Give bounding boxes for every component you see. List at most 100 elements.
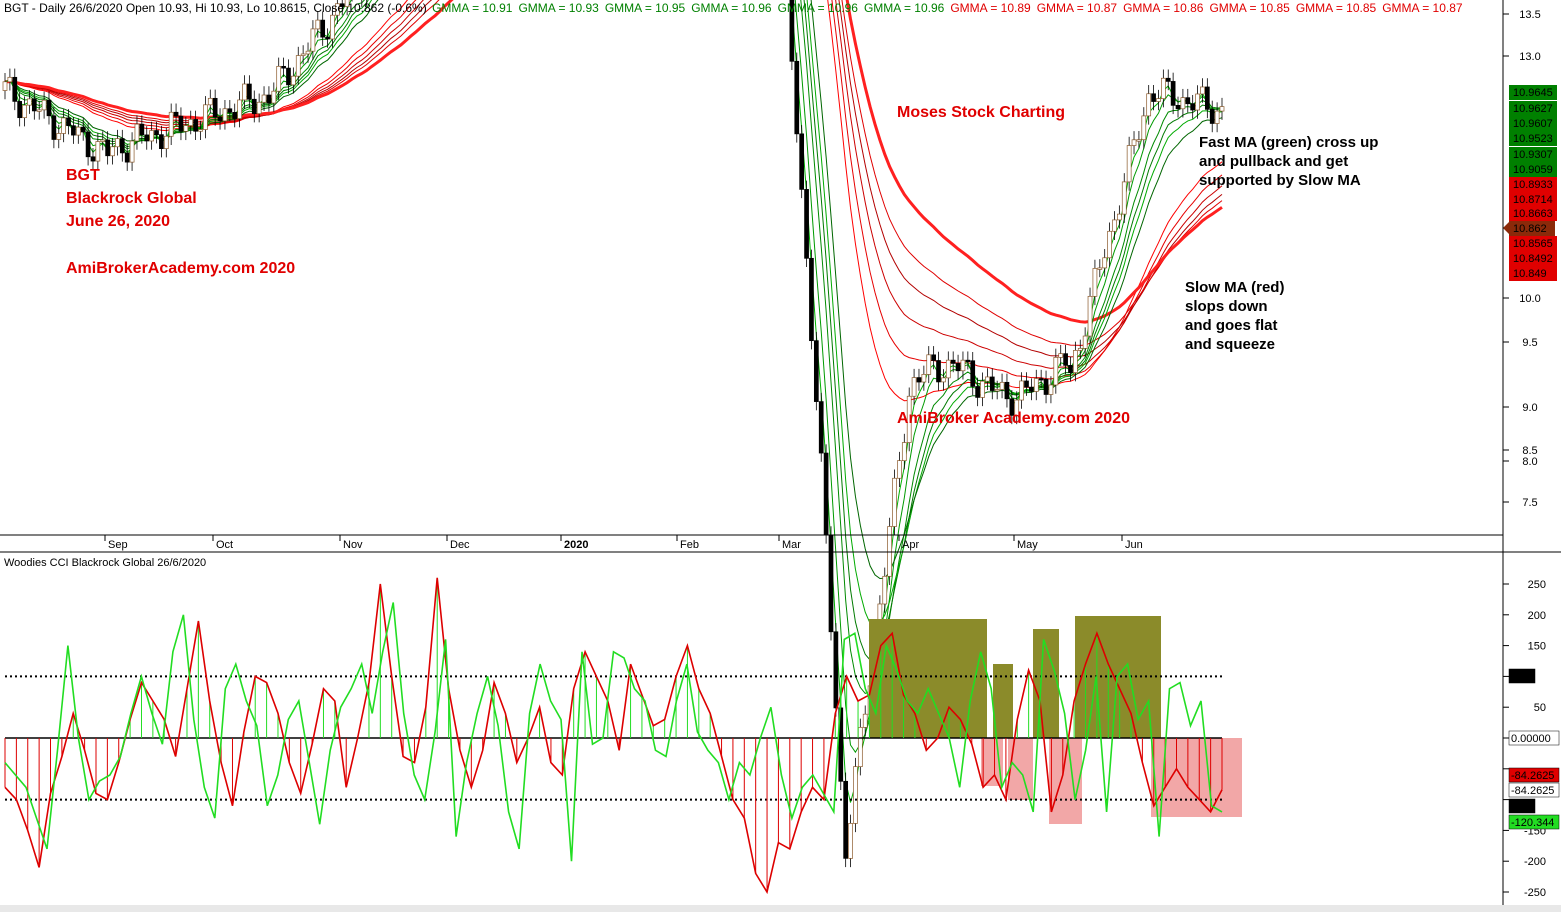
candle-body	[1219, 106, 1225, 112]
ann-fast-ma-3: supported by Slow MA	[1199, 172, 1361, 189]
candle-body	[1165, 77, 1171, 82]
candle-body	[1077, 348, 1083, 351]
candle-body	[188, 119, 194, 126]
fast-ma-line	[4, 0, 1223, 580]
slow-ma-line	[4, 0, 1223, 324]
date-label: May	[1017, 539, 1038, 551]
cci-label: -84.2625	[1511, 770, 1554, 782]
candle-body	[833, 631, 839, 709]
ann-date: June 26, 2020	[66, 213, 170, 230]
candle-body	[1190, 103, 1196, 111]
chart-header: BGT - Daily 26/6/2020 Open 10.93, Hi 10.…	[4, 1, 1463, 15]
price-tick-label: 13.0	[1519, 51, 1540, 63]
candle-body	[51, 115, 57, 140]
sheet-tab-strip[interactable]	[0, 905, 1561, 912]
candle-body	[300, 53, 306, 56]
candle-body	[1033, 378, 1039, 392]
candle-body	[168, 111, 174, 137]
gmma-value: GMMA = 10.87	[1382, 1, 1463, 15]
candle-body	[56, 133, 62, 140]
cci-line-slow	[4, 577, 1223, 895]
candle-body	[1156, 98, 1161, 102]
price-label: 10.8492	[1513, 253, 1553, 265]
candle-body	[1019, 380, 1024, 401]
price-tick-label: 8.0	[1522, 456, 1537, 468]
candle-body	[124, 152, 130, 163]
cci-bear-zone	[1008, 738, 1033, 800]
date-label: Feb	[680, 539, 699, 551]
price-label-bg	[1509, 116, 1557, 131]
gmma-value: GMMA = 10.85	[1209, 1, 1290, 15]
candle-body	[1141, 115, 1147, 141]
candle-body	[1102, 257, 1108, 269]
candle-body	[1185, 97, 1191, 105]
price-axis: 13.5 13.0 10.0 9.5 9.0 8.58.0 7.5	[1503, 9, 1541, 509]
candle-body	[789, 0, 795, 62]
price-label: 10.9645	[1513, 87, 1553, 99]
candle-body	[227, 108, 233, 113]
candle-body	[906, 395, 912, 443]
candle-body	[256, 101, 262, 114]
candle-body	[931, 354, 936, 361]
candle-body	[1107, 230, 1112, 259]
ann-slow-ma-2: slops down	[1185, 298, 1268, 315]
fast-ma-line	[4, 0, 1223, 803]
price-label-bg	[1509, 131, 1557, 146]
price-tick-label: 9.5	[1522, 337, 1537, 349]
ann-slow-ma-1: Slow MA (red)	[1185, 279, 1284, 296]
candle-body	[281, 65, 286, 69]
candle-body	[90, 156, 96, 162]
candle-body	[945, 359, 951, 379]
candle-body	[897, 460, 902, 479]
candle-body	[27, 98, 32, 106]
price-plot	[2, 0, 1225, 868]
annotations: BGT Blackrock Global June 26, 2020 AmiBr…	[66, 104, 1378, 427]
candle-body	[853, 766, 858, 824]
cci-bull-zone	[1075, 616, 1161, 738]
cci-tick-label: 250	[1528, 579, 1546, 591]
cci-labels: 100 0.00000 -84.2625 -84.2625 -100 -120.344	[1508, 668, 1560, 830]
candle-body	[799, 133, 805, 190]
candle-body	[66, 117, 71, 127]
candle-body	[975, 386, 980, 398]
ann-slow-ma-3: and goes flat	[1185, 317, 1278, 334]
cci-label: -100	[1511, 801, 1533, 813]
cci-label-bg	[1508, 767, 1560, 783]
price-label-bg	[1509, 266, 1557, 281]
price-label: 10.8714	[1513, 194, 1553, 206]
cci-label-bg	[1508, 798, 1536, 814]
gmma-value: GMMA = 10.91	[432, 1, 513, 15]
candle-body	[1136, 139, 1142, 142]
cci-plot	[4, 577, 1242, 895]
candle-body	[295, 55, 301, 77]
candle-body	[813, 340, 819, 402]
price-label-bg	[1509, 162, 1557, 177]
candle-body	[291, 75, 296, 86]
candle-body	[1073, 350, 1078, 373]
candle-body	[154, 130, 159, 136]
price-label-bg	[1509, 251, 1557, 266]
candle-body	[911, 377, 917, 397]
price-label: 10.9059	[1513, 164, 1553, 176]
candle-body	[212, 97, 218, 118]
cci-tick-label: 150	[1528, 641, 1546, 653]
candle-body	[1200, 86, 1205, 95]
price-label: 10.8663	[1513, 208, 1553, 220]
candle-body	[134, 123, 140, 142]
candle-body	[149, 130, 154, 142]
candle-body	[980, 380, 985, 398]
candle-body	[1204, 86, 1210, 110]
candle-body	[95, 141, 101, 162]
price-label-bg	[1509, 177, 1557, 192]
candle-body	[46, 99, 52, 117]
candle-body	[999, 381, 1005, 390]
candle-body	[1053, 357, 1059, 386]
date-axis: Sep Oct Nov Dec 2020 Feb Mar Apr May Jun	[0, 534, 1503, 551]
candle-body	[17, 101, 23, 119]
ann-fast-ma-1: Fast MA (green) cross up	[1199, 134, 1378, 151]
cci-tick-label: 200	[1528, 610, 1546, 622]
candle-body	[31, 98, 37, 112]
ann-slow-ma-4: and squeeze	[1185, 336, 1275, 353]
cci-label-bg	[1508, 782, 1560, 798]
candle-body	[1014, 399, 1020, 416]
